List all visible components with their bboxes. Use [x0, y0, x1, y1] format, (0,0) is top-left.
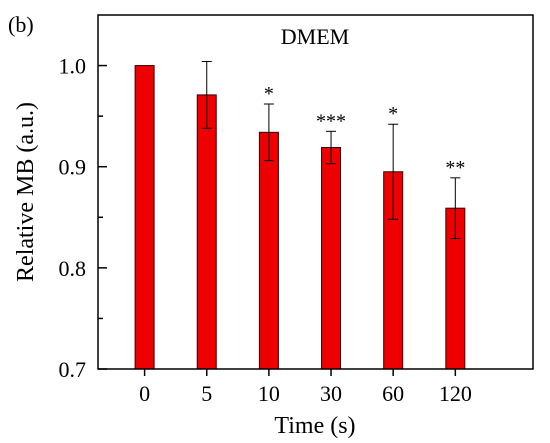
x-axis: 0 5 10 30 60 120	[139, 369, 472, 406]
y-tick-label-0.9: 0.9	[59, 155, 87, 180]
x-tick-label-0: 0	[139, 381, 150, 406]
bar-0	[134, 65, 155, 370]
x-axis-label: Time (s)	[274, 413, 355, 439]
chart-title: DMEM	[281, 24, 349, 49]
y-tick-label-0.8: 0.8	[59, 256, 87, 281]
bar-30	[321, 146, 342, 370]
significance-markers-group: **** ***	[264, 83, 465, 179]
y-tick-label-0.7: 0.7	[59, 357, 87, 382]
x-tick-label-10: 10	[258, 381, 280, 406]
panel-label: (b)	[8, 12, 34, 37]
significance-marker-10: *	[264, 83, 274, 105]
x-tick-label-30: 30	[320, 381, 342, 406]
x-tick-label-60: 60	[382, 381, 404, 406]
plot-frame	[97, 14, 534, 370]
y-axis-label: Relative MB (a.u.)	[13, 102, 39, 282]
significance-marker-60: *	[388, 103, 398, 125]
bar-5	[196, 94, 217, 370]
y-tick-label-1.0: 1.0	[59, 54, 87, 79]
bars-group	[134, 65, 466, 370]
significance-marker-30: ***	[316, 110, 346, 132]
x-tick-label-120: 120	[439, 381, 472, 406]
x-tick-label-5: 5	[201, 381, 212, 406]
bar-10	[258, 131, 279, 370]
significance-marker-120: **	[445, 157, 465, 179]
y-axis: 0.7 0.8 0.9 1.0	[59, 54, 107, 382]
error-bars-group	[201, 61, 461, 240]
